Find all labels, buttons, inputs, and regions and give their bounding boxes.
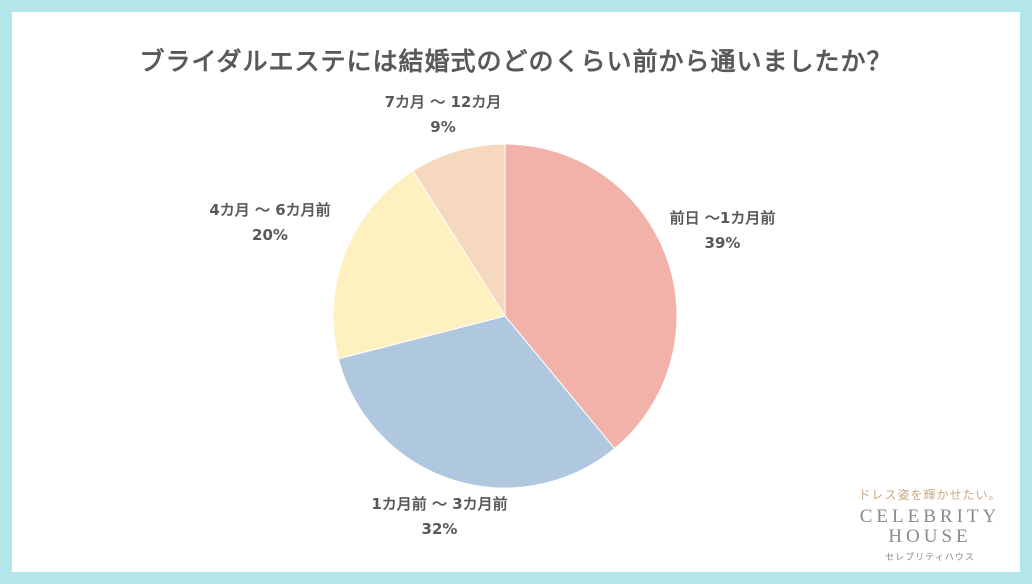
pie-slice-4-to-6months — [332, 170, 506, 360]
slice-label-1-to-3months: 1カ月前 〜 3カ月前 32% — [352, 492, 527, 542]
slice-label-7-to-12months: 7カ月 〜 12カ月 9% — [368, 90, 518, 140]
logo-kana: セレブリティハウス — [885, 553, 975, 563]
logo-line-1: CELEBRITY — [859, 506, 1001, 527]
slice-label-percent: 9% — [430, 118, 456, 136]
slice-label-1day-to-1month: 前日 〜1カ月前 39% — [655, 206, 790, 256]
pie-slice-1day-to-1month — [504, 143, 678, 450]
slice-label-name: 前日 〜1カ月前 — [669, 209, 776, 227]
slice-label-percent: 39% — [704, 234, 741, 252]
slice-label-name: 7カ月 〜 12カ月 — [384, 93, 502, 111]
logo-tagline: ドレス姿を輝かせたい。 — [858, 488, 1002, 502]
slice-label-4-to-6months: 4カ月 〜 6カ月前 20% — [190, 198, 350, 248]
slice-label-name: 4カ月 〜 6カ月前 — [209, 201, 331, 219]
logo-line-2: HOUSE — [888, 526, 972, 547]
slice-label-name: 1カ月前 〜 3カ月前 — [371, 495, 508, 513]
celebrity-house-logo: ドレス姿を輝かせたい。 CELEBRITY HOUSE セレブリティハウス — [850, 486, 1010, 563]
slice-label-percent: 20% — [252, 226, 288, 244]
slice-label-percent: 32% — [421, 520, 458, 538]
chart-title: ブライダルエステには結婚式のどのくらい前から通いましたか？ — [139, 47, 893, 76]
pie-slice-1-to-3months — [337, 315, 616, 489]
pie-slice-7-to-12months — [412, 143, 506, 318]
